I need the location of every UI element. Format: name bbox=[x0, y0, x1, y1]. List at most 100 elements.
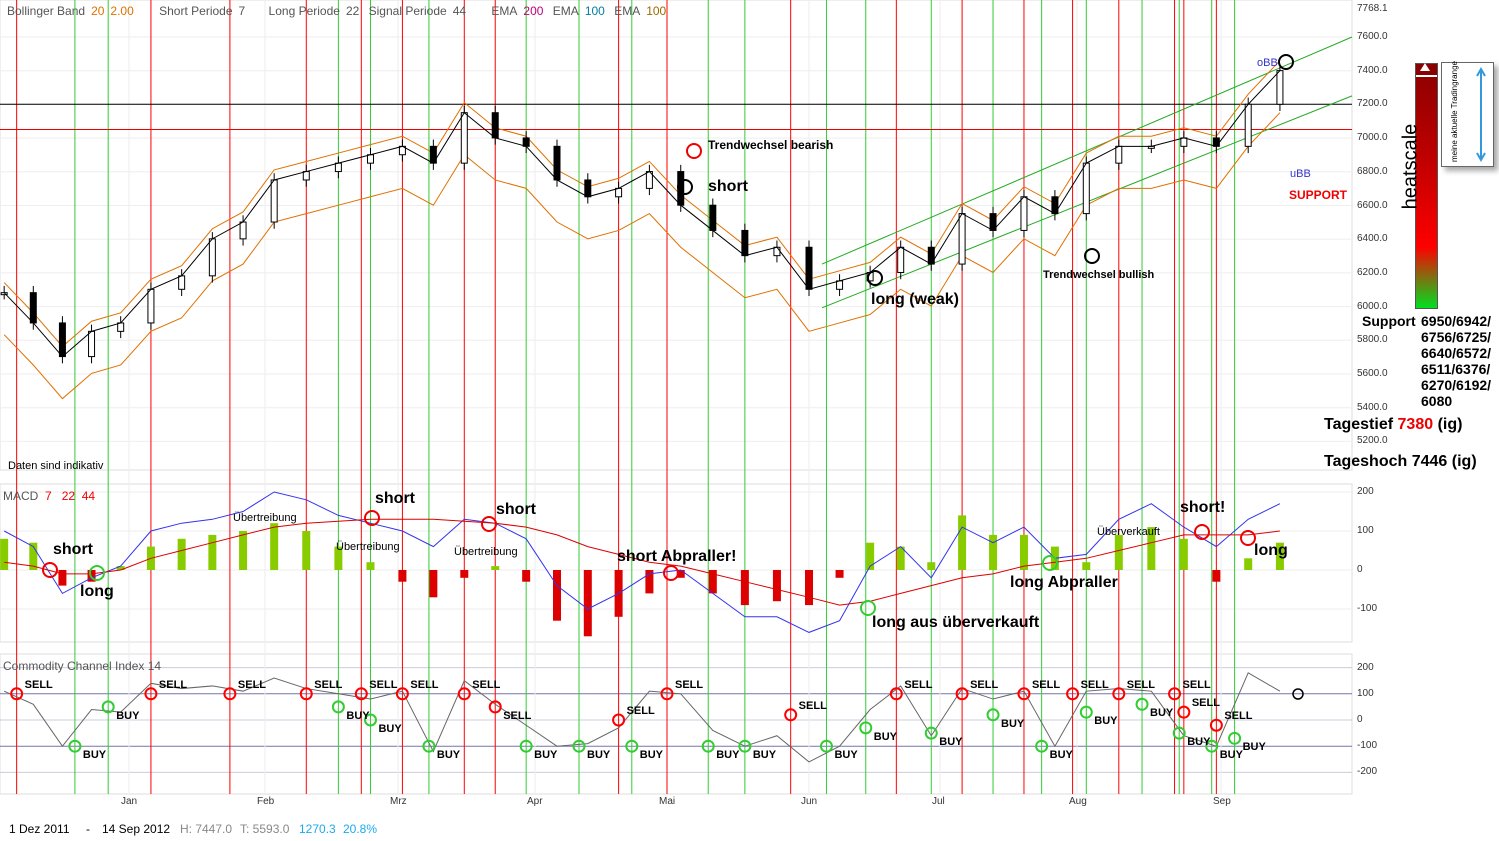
month-label: Jul bbox=[932, 796, 945, 807]
macd-hist-bar bbox=[29, 542, 38, 570]
macd-hist-bar bbox=[116, 566, 125, 570]
heatscale-marker-icon bbox=[1420, 63, 1430, 71]
cci-signal-label: SELL bbox=[1182, 678, 1211, 691]
bb-label: Bollinger Band bbox=[7, 4, 86, 18]
price-tick: 7400.0 bbox=[1357, 64, 1388, 76]
cci-signal-label: BUY bbox=[752, 749, 777, 762]
candle-body bbox=[553, 145, 561, 181]
price-tick: 6400.0 bbox=[1357, 233, 1388, 245]
price-panel bbox=[0, 0, 1353, 471]
note-short: short bbox=[708, 178, 748, 195]
candle-body bbox=[491, 112, 499, 139]
cci-signal-circle bbox=[223, 687, 237, 701]
heatscale-bar bbox=[1415, 63, 1438, 309]
macd-hist-bar bbox=[491, 566, 500, 570]
candle-body bbox=[239, 221, 247, 240]
month-label: Sep bbox=[1213, 796, 1231, 807]
macd-hist-bar bbox=[366, 562, 375, 570]
cci-current-circle bbox=[1292, 688, 1304, 700]
annotation-circle bbox=[677, 179, 693, 195]
annotation-circle bbox=[1084, 248, 1100, 264]
candle-body bbox=[709, 204, 717, 231]
macd-hist-bar bbox=[866, 542, 875, 570]
macd-hist-bar bbox=[740, 570, 749, 606]
macd-hist-bar bbox=[0, 538, 9, 570]
month-label: Apr bbox=[527, 796, 543, 807]
tageshoch: Tageshoch 7446 (ig) bbox=[1324, 452, 1477, 471]
cci-signal-label: SELL bbox=[1224, 710, 1253, 723]
candle-body bbox=[302, 171, 310, 181]
footer-low: T: 5593.0 bbox=[240, 822, 290, 836]
cci-signal-circle bbox=[701, 739, 715, 753]
cci-signal-circle bbox=[819, 739, 833, 753]
candle-body bbox=[1276, 70, 1284, 105]
short-val: 7 bbox=[238, 4, 246, 18]
macd-hist-bar bbox=[1179, 538, 1188, 570]
candle-body bbox=[366, 154, 374, 164]
cci-panel bbox=[0, 653, 1353, 795]
tageshoch-label: Tageshoch bbox=[1324, 453, 1408, 470]
cci-signal-circle bbox=[1168, 687, 1182, 701]
cci-signal-label: SELL bbox=[472, 678, 501, 691]
footer-diff: 1270.3 bbox=[299, 822, 336, 836]
macd-tick: 0 bbox=[1357, 564, 1363, 575]
heatscale-label: heatscale bbox=[1399, 123, 1422, 210]
macd-note: long bbox=[80, 583, 114, 600]
cci-tick: 0 bbox=[1357, 714, 1363, 725]
cci-tick: -200 bbox=[1357, 766, 1378, 778]
macd-label: MACD bbox=[3, 489, 39, 503]
footer-from: 1 Dez 2011 bbox=[9, 822, 70, 836]
support-values: 6950/6942/6756/6725/6640/6572/6511/6376/… bbox=[1421, 313, 1491, 409]
cci-signal-circle bbox=[1177, 705, 1191, 719]
price-tick: 6800.0 bbox=[1357, 165, 1388, 177]
ema3-val: 100 bbox=[646, 4, 667, 18]
macd-hist-bar bbox=[553, 570, 561, 621]
macd-hist-bar bbox=[1114, 534, 1123, 570]
macd-signal-circle bbox=[860, 600, 876, 616]
macd-hist-bar bbox=[460, 570, 469, 578]
candle-body bbox=[460, 112, 468, 164]
macd-signal-circle bbox=[1240, 530, 1256, 546]
bollinger-lower bbox=[3, 112, 1281, 400]
cci-signal-circle bbox=[738, 739, 752, 753]
cci-signal-circle bbox=[1079, 705, 1093, 719]
macd-signal-circle bbox=[42, 562, 58, 578]
macd-tick: -100 bbox=[1357, 603, 1378, 614]
support-value: 6950/6942/ bbox=[1421, 313, 1492, 329]
macd-hist-bar bbox=[927, 562, 936, 570]
footer-dash: - bbox=[86, 822, 90, 836]
cci-signal-circle bbox=[924, 726, 938, 740]
macd-p3: 44 bbox=[81, 489, 96, 503]
price-tick: 6000.0 bbox=[1357, 300, 1388, 312]
macd-hist-bar bbox=[676, 570, 685, 578]
bollinger-upper bbox=[3, 60, 1281, 348]
bb-period: 20 bbox=[91, 4, 105, 18]
ema1-val: 200 bbox=[523, 4, 544, 18]
macd-signal-circle bbox=[89, 565, 105, 581]
cci-signal-circle bbox=[354, 687, 368, 701]
cci-signal-label: SELL bbox=[675, 678, 704, 691]
long-label: Long Periode bbox=[268, 4, 340, 18]
cci-signal-circle bbox=[612, 713, 626, 727]
price-tick: 5600.0 bbox=[1357, 368, 1388, 379]
cci-signal-label: BUY bbox=[436, 749, 461, 762]
footer-pct: 20.8% bbox=[343, 822, 378, 836]
cci-signal-label: BUY bbox=[873, 730, 897, 743]
cci-signal-circle bbox=[1209, 718, 1223, 732]
cci-signal-circle bbox=[625, 739, 639, 753]
macd-note: short bbox=[53, 541, 93, 558]
macd-hist-bar bbox=[177, 538, 186, 570]
macd-note: short Abpraller! bbox=[617, 548, 737, 565]
candle-body bbox=[1180, 137, 1188, 147]
macd-signal-circle bbox=[663, 565, 679, 581]
candle-body bbox=[178, 275, 186, 290]
candle-body bbox=[1212, 137, 1220, 147]
macd-hist-bar bbox=[429, 570, 438, 598]
support-value: 6756/6725/ bbox=[1421, 329, 1492, 345]
tagestief-value: 7380 bbox=[1397, 416, 1434, 433]
cci-signal-circle bbox=[422, 739, 436, 753]
candle-body bbox=[117, 322, 125, 332]
cci-signal-label: BUY bbox=[116, 709, 140, 722]
cci-signal-label: SELL bbox=[158, 678, 188, 691]
cci-signal-label: BUY bbox=[639, 749, 664, 762]
